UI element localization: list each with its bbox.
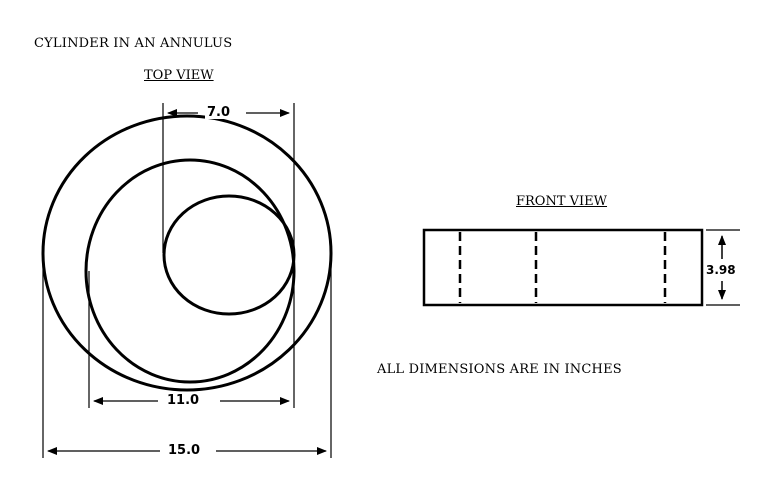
dimension-7-label: 7.0: [205, 105, 233, 120]
front-view-heading: FRONT VIEW: [516, 194, 608, 209]
front-view-rectangle: [422, 228, 704, 307]
dimension-15-label: 15.0: [166, 443, 203, 458]
units-note: ALL DIMENSIONS ARE IN INCHES: [377, 362, 622, 377]
top-view-heading: TOP VIEW: [144, 68, 214, 83]
diagram-title: CYLINDER IN AN ANNULUS: [34, 36, 233, 51]
inner-cylinder-circle: [162, 194, 296, 316]
outer-annulus-circle: [41, 114, 333, 392]
dimension-height-label: 3.98: [704, 263, 738, 277]
dimension-11-label: 11.0: [165, 393, 202, 408]
inner-annulus-circle: [84, 158, 296, 384]
